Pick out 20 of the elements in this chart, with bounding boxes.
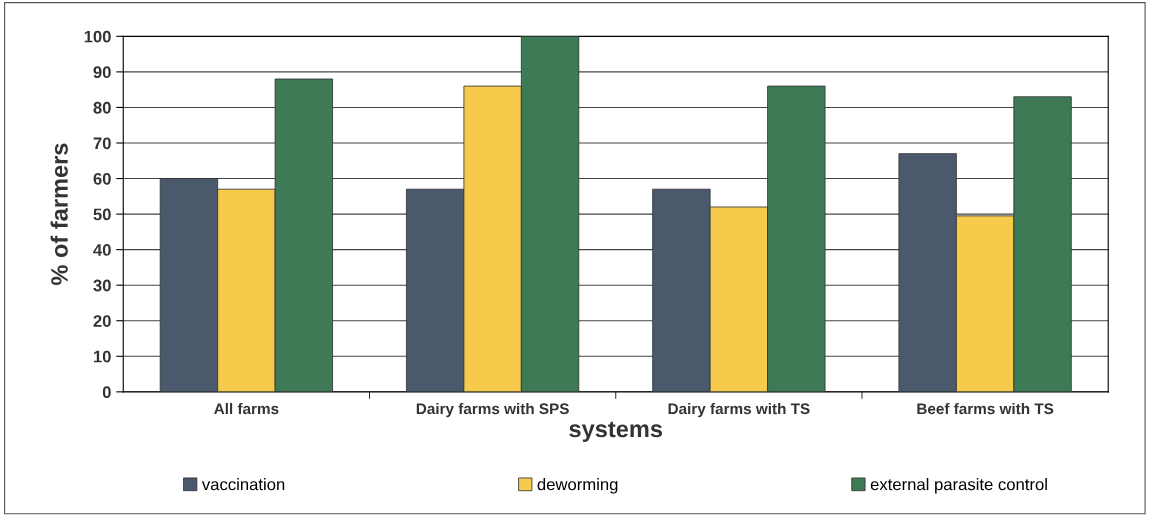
y-axis-title: % of farmers [50, 143, 68, 286]
y-tick-label: 60 [93, 172, 111, 185]
y-tick-label: 10 [93, 350, 111, 363]
x-tick-label: Dairy farms with TS [668, 402, 810, 418]
y-tick-label: 50 [93, 208, 111, 221]
y-tick-label: 80 [93, 101, 111, 114]
y-tick-label: 20 [93, 315, 111, 327]
x-tick-label: All farms [214, 402, 279, 415]
y-tick-label: 40 [93, 244, 111, 256]
x-tick-label: Dairy farms with SPS [416, 402, 569, 418]
legend-label: deworming [537, 478, 618, 494]
y-tick-label: 0 [102, 386, 111, 399]
x-axis-title: systems [569, 421, 663, 442]
y-tick-label: 90 [93, 66, 111, 79]
y-tick-label: 70 [93, 137, 111, 150]
legend-label: vaccination [201, 478, 285, 491]
y-tick-label: 30 [93, 279, 111, 292]
x-tick-label: Beef farms with TS [917, 402, 1054, 415]
legend-label: external parasite control [870, 478, 1047, 494]
y-tick-label: 100 [84, 30, 111, 43]
